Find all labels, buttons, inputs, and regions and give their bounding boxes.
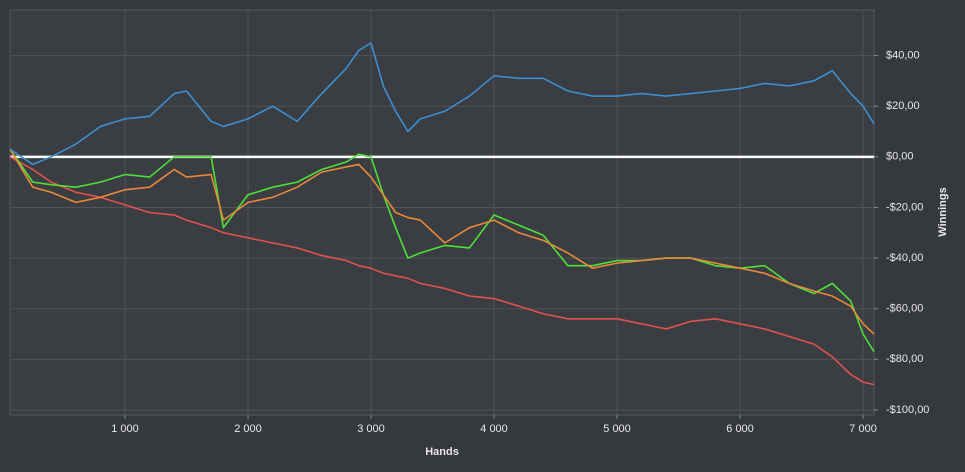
series-line (9, 156, 875, 386)
x-tick-label: 2 000 (234, 423, 262, 435)
y-tick-label: $0,00 (886, 151, 914, 163)
x-tick-label: 1 000 (111, 423, 139, 435)
y-tick-label: $40,00 (886, 49, 920, 61)
y-tick-label: -$100,00 (886, 404, 929, 416)
x-tick-label: 6 000 (726, 423, 754, 435)
series-line (9, 148, 875, 353)
x-tick-label: 7 000 (849, 423, 877, 435)
y-tick-label: -$60,00 (886, 303, 923, 315)
plot-area (9, 9, 875, 416)
series-line (9, 148, 875, 335)
y-axis-title: Winnings (937, 187, 949, 236)
x-tick-label: 5 000 (603, 423, 631, 435)
y-tick-label: -$20,00 (886, 201, 923, 213)
x-axis-title: Hands (425, 446, 459, 458)
y-tick-label: -$80,00 (886, 353, 923, 365)
series-line (9, 42, 875, 166)
y-tick-label: $20,00 (886, 100, 920, 112)
y-tick-label: -$40,00 (886, 252, 923, 264)
x-tick-label: 4 000 (480, 423, 508, 435)
x-tick-label: 3 000 (357, 423, 385, 435)
